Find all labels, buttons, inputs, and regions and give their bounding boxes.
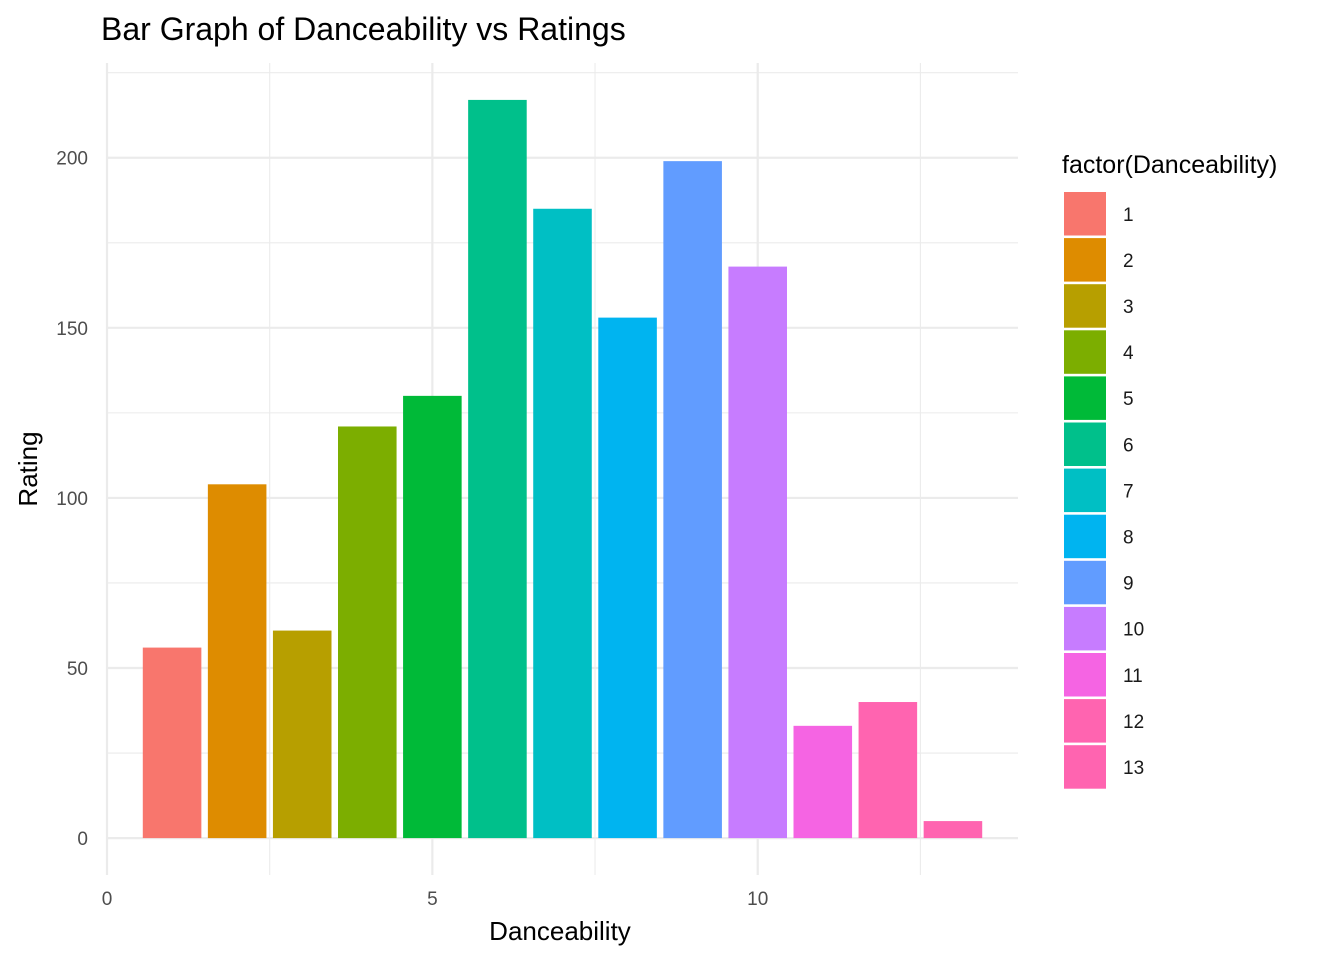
legend-label: 10: [1123, 620, 1144, 641]
legend-label: 5: [1123, 389, 1134, 410]
legend-key-2: [1064, 238, 1106, 282]
y-tick-label: 0: [77, 829, 88, 850]
bar-8: [598, 317, 657, 839]
bar-1: [142, 647, 202, 839]
legend-key-10: [1064, 606, 1106, 651]
bar-13: [923, 821, 983, 839]
x-tick-label: 0: [102, 889, 113, 910]
x-axis-ticks: 0 5 10: [102, 889, 769, 910]
x-tick-label: 5: [427, 889, 438, 910]
legend-key-13: [1064, 745, 1106, 789]
x-tick-label: 10: [747, 889, 768, 910]
legend-label: 7: [1123, 481, 1134, 502]
chart-title: Bar Graph of Danceability vs Ratings: [101, 11, 626, 47]
bars: [142, 99, 983, 839]
legend-label: 13: [1123, 758, 1144, 779]
y-axis-ticks: 0 50 100 150 200: [56, 149, 88, 850]
bar-9: [663, 161, 722, 839]
x-axis-title: Danceability: [489, 916, 631, 946]
bar-5: [403, 395, 462, 839]
legend-label: 12: [1123, 712, 1144, 733]
legend-label: 9: [1123, 574, 1134, 595]
legend-key-6: [1064, 422, 1106, 466]
legend-label: 11: [1123, 666, 1143, 687]
bar-6: [468, 99, 527, 839]
legend-label: 4: [1123, 343, 1134, 364]
bar-4: [338, 426, 397, 839]
legend-key-1: [1064, 192, 1106, 236]
legend-key-3: [1064, 284, 1106, 328]
y-tick-label: 50: [67, 659, 88, 680]
legend-label: 3: [1123, 297, 1134, 318]
legend-key-12: [1064, 699, 1106, 743]
legend-key-11: [1064, 653, 1106, 697]
y-tick-label: 100: [56, 489, 88, 510]
legend-label: 6: [1123, 435, 1134, 456]
y-axis-title: Rating: [13, 431, 43, 506]
y-tick-label: 200: [56, 149, 88, 170]
bar-2: [207, 484, 267, 839]
legend-label: 1: [1123, 205, 1134, 226]
bar-10: [728, 266, 787, 839]
legend-title: factor(Danceability): [1062, 151, 1277, 179]
legend-label: 2: [1123, 251, 1134, 272]
bar-11: [793, 725, 853, 839]
legend-key-8: [1064, 514, 1106, 559]
legend-label: 8: [1123, 527, 1134, 548]
y-tick-label: 150: [56, 319, 88, 340]
bar-3: [272, 630, 332, 839]
legend-key-9: [1064, 560, 1106, 605]
bar-12: [858, 702, 918, 839]
legend-key-7: [1064, 468, 1106, 513]
legend-key-4: [1064, 330, 1106, 374]
legend-key-5: [1064, 376, 1106, 420]
bar-7: [533, 208, 592, 839]
